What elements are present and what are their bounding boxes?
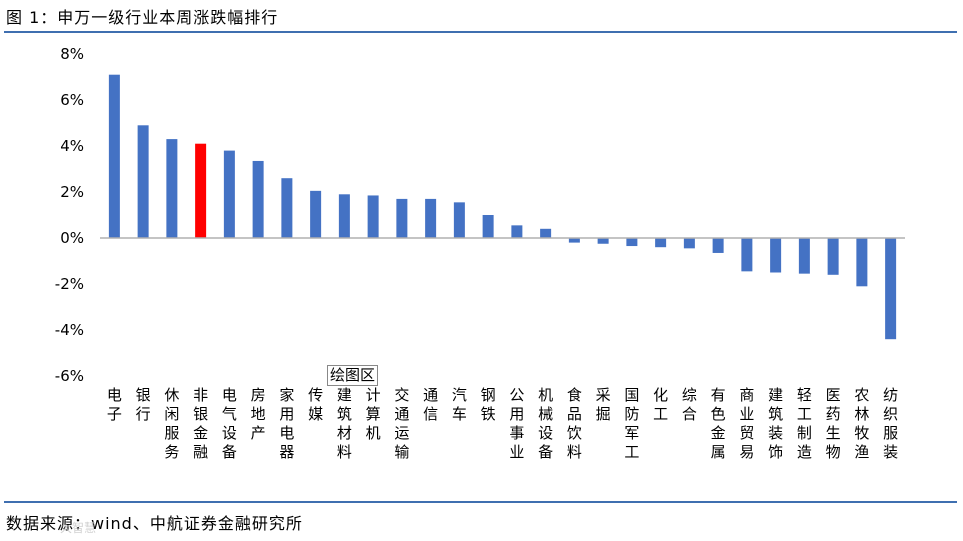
x-category-label: 医药生物 bbox=[826, 386, 841, 461]
bar bbox=[770, 238, 782, 273]
bar bbox=[310, 190, 322, 238]
y-tick-label: 8% bbox=[60, 45, 84, 63]
x-category-label: 有色金属 bbox=[711, 386, 726, 461]
bar bbox=[166, 139, 178, 238]
bar bbox=[683, 238, 695, 249]
x-category-label: 公用事业 bbox=[509, 386, 524, 461]
x-category-label: 建筑材料 bbox=[337, 386, 352, 461]
x-category-label: 计算机 bbox=[366, 386, 381, 442]
bar bbox=[511, 225, 523, 238]
y-tick-label: 6% bbox=[60, 91, 84, 109]
x-category-label: 化工 bbox=[653, 386, 668, 423]
bar bbox=[856, 238, 868, 287]
source-note: 数据来源：wind、中航证券金融研究所 bbox=[6, 514, 303, 533]
bar bbox=[281, 178, 293, 238]
y-tick-label: 0% bbox=[60, 229, 84, 247]
x-category-label: 轻工制造 bbox=[797, 386, 812, 461]
y-tick-label: -2% bbox=[55, 275, 84, 293]
top-rule bbox=[4, 31, 957, 33]
bar bbox=[798, 238, 810, 274]
x-category-label: 钢铁 bbox=[481, 386, 496, 423]
x-category-label: 采掘 bbox=[596, 386, 611, 423]
x-category-label: 电气设备 bbox=[222, 386, 237, 461]
x-category-label: 农林牧渔 bbox=[854, 386, 869, 461]
x-category-label: 商业贸易 bbox=[739, 386, 754, 461]
x-category-label: 国防军工 bbox=[624, 386, 639, 461]
x-category-label: 休闲服务 bbox=[164, 386, 179, 461]
bar bbox=[655, 238, 667, 248]
x-category-label: 房地产 bbox=[251, 386, 266, 442]
bar bbox=[425, 198, 437, 238]
bar bbox=[252, 160, 264, 238]
y-tick-label: -6% bbox=[55, 367, 84, 385]
bar bbox=[137, 125, 149, 238]
x-category-label: 机械设备 bbox=[538, 386, 553, 461]
x-category-label: 传媒 bbox=[308, 386, 323, 423]
figure-title: 图 1：申万一级行业本周涨跌幅排行 bbox=[6, 8, 279, 27]
x-category-label: 纺织服装 bbox=[883, 386, 898, 461]
bar bbox=[568, 238, 580, 243]
bar bbox=[108, 74, 120, 238]
x-category-label: 汽车 bbox=[452, 386, 467, 423]
bar bbox=[626, 238, 638, 247]
bar bbox=[827, 238, 839, 275]
x-category-label: 交通运输 bbox=[394, 386, 409, 461]
bar bbox=[223, 150, 235, 238]
watermark-logo: 大智慧 bbox=[60, 521, 97, 535]
y-tick-label: 4% bbox=[60, 137, 84, 155]
x-category-label: 非银金融 bbox=[193, 386, 208, 461]
x-category-label: 家用电器 bbox=[279, 386, 294, 461]
bars bbox=[108, 74, 897, 340]
y-tick-label: -4% bbox=[55, 321, 84, 339]
bar bbox=[338, 194, 350, 238]
bar bbox=[540, 228, 552, 238]
bar bbox=[597, 238, 609, 244]
bar bbox=[482, 215, 494, 238]
bottom-rule bbox=[4, 501, 957, 503]
bar bbox=[195, 143, 207, 238]
x-axis-categories: 电子银行休闲服务非银金融电气设备房地产家用电器传媒建筑材料计算机交通运输通信汽车… bbox=[107, 386, 898, 461]
bar bbox=[741, 238, 753, 272]
x-category-label: 建筑装饰 bbox=[768, 386, 783, 461]
y-axis: 8% 6% 4% 2% 0% -2% -4% -6% bbox=[55, 45, 84, 385]
x-category-label: 食品饮料 bbox=[567, 386, 582, 461]
x-category-label: 综合 bbox=[682, 386, 697, 423]
bar-chart: 8% 6% 4% 2% 0% -2% -4% -6% 电子银行休闲服务非银金融电气设备房地产家… bbox=[55, 45, 905, 461]
y-tick-label: 2% bbox=[60, 183, 84, 201]
bar bbox=[712, 238, 724, 253]
x-category-label: 电子 bbox=[107, 386, 122, 423]
bar bbox=[885, 238, 897, 340]
plot-area-tooltip: 绘图区 bbox=[327, 365, 379, 386]
bar bbox=[367, 195, 379, 238]
bar bbox=[453, 202, 465, 238]
x-category-label: 通信 bbox=[423, 386, 438, 423]
bar bbox=[396, 198, 408, 238]
x-category-label: 银行 bbox=[136, 386, 151, 423]
